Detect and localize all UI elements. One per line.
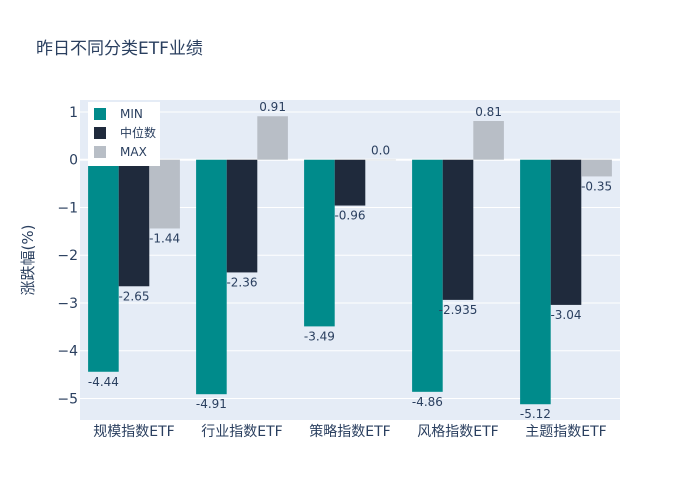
data-label: -0.96 <box>334 209 365 223</box>
data-label: -2.935 <box>439 303 478 317</box>
y-tick-label: −5 <box>57 392 78 408</box>
legend: MIN 中位数 MAX <box>88 102 160 166</box>
x-tick-label: 策略指数ETF <box>309 423 390 440</box>
y-axis-label: 涨跌幅(%) <box>19 225 37 296</box>
data-label: 0.0 <box>371 144 390 158</box>
bar <box>118 159 150 287</box>
x-tick-label: 行业指数ETF <box>201 424 282 440</box>
y-tick-label: −4 <box>57 344 78 360</box>
data-label: -2.65 <box>118 289 149 303</box>
chart-title: 昨日不同分类ETF业绩 <box>36 39 203 59</box>
y-tick-label: 0 <box>69 153 78 169</box>
bar <box>226 159 258 273</box>
data-label: -3.04 <box>550 308 581 322</box>
data-label: 0.81 <box>475 105 502 119</box>
data-label: 0.91 <box>259 100 286 114</box>
data-label: -4.91 <box>196 397 227 411</box>
legend-label: 中位数 <box>120 125 156 140</box>
x-tick-label: 规模指数ETF <box>93 424 174 440</box>
bar <box>550 159 582 305</box>
y-tick-label: −3 <box>57 296 78 312</box>
bar <box>520 159 551 405</box>
legend-swatch <box>94 127 106 139</box>
x-tick-label: 风格指数ETF <box>417 424 498 440</box>
bar <box>473 121 504 160</box>
bar <box>149 159 180 229</box>
bar <box>581 159 612 177</box>
data-label: -4.86 <box>412 395 443 409</box>
data-label: -4.44 <box>88 375 119 389</box>
bar <box>88 159 119 372</box>
legend-swatch <box>94 108 106 120</box>
legend-swatch <box>94 146 106 158</box>
bar <box>257 116 288 160</box>
bar <box>304 159 335 327</box>
bar <box>442 159 474 300</box>
data-label: -5.12 <box>520 407 551 421</box>
data-label: -3.49 <box>304 329 335 343</box>
data-label: -0.35 <box>581 179 612 193</box>
bar <box>196 159 227 395</box>
y-tick-label: 1 <box>69 105 78 121</box>
bar <box>412 159 443 392</box>
x-tick-label: 主题指数ETF <box>525 424 606 440</box>
bar <box>365 159 396 161</box>
legend-label: MIN <box>120 107 143 121</box>
y-tick-label: −1 <box>57 200 78 216</box>
bar <box>334 159 366 206</box>
y-tick-label: −2 <box>57 248 78 264</box>
legend-label: MAX <box>120 145 147 159</box>
data-label: -1.44 <box>149 231 180 245</box>
data-label: -2.36 <box>226 275 257 289</box>
